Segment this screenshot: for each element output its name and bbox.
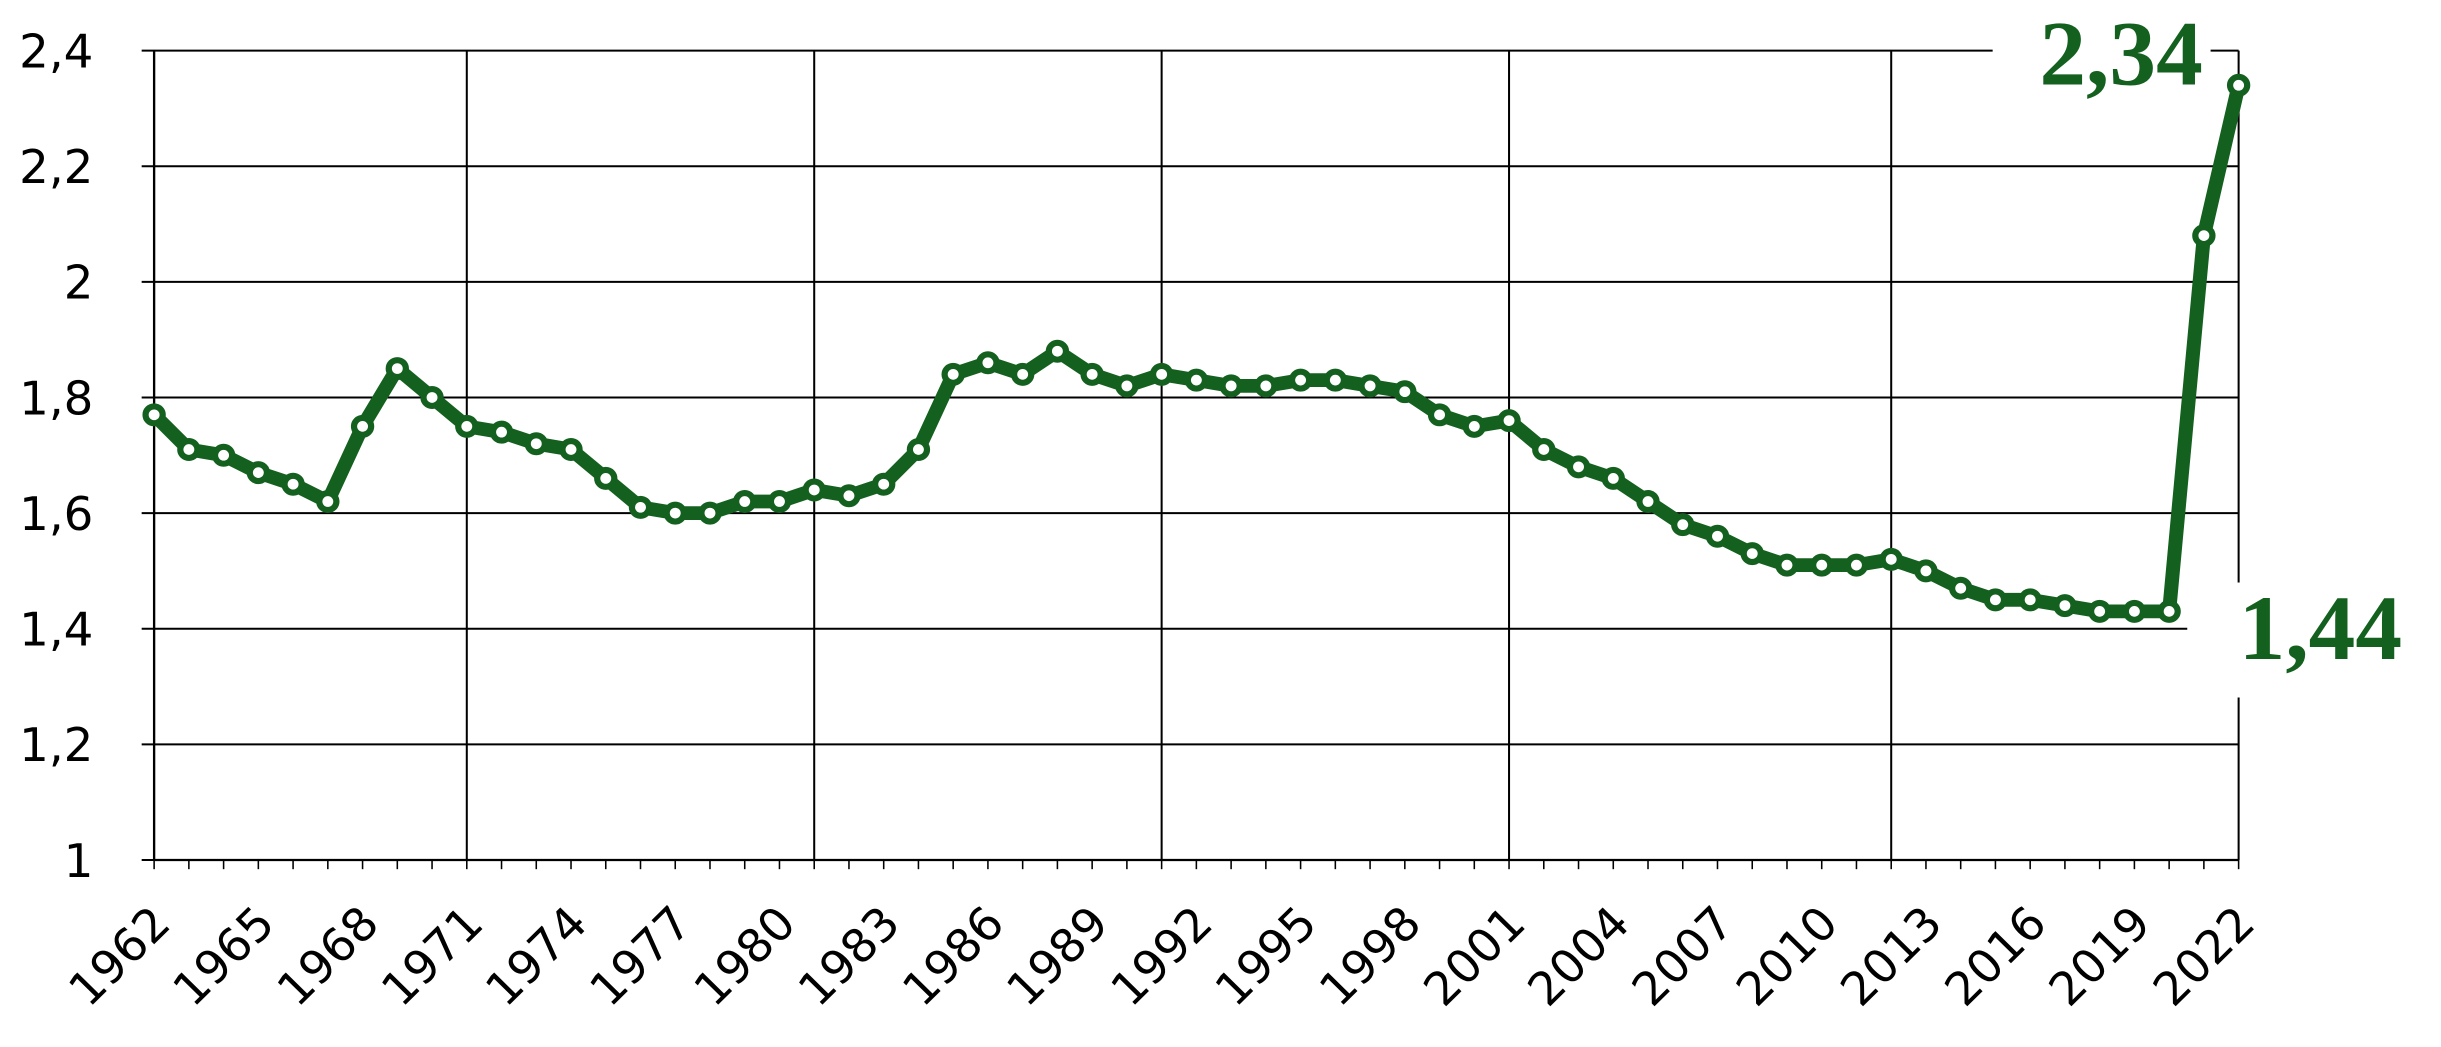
x-tick-label: 1998 xyxy=(1309,896,1431,1017)
point xyxy=(1115,374,1139,398)
x-tick-label: 1971 xyxy=(371,896,493,1017)
point xyxy=(1358,374,1382,398)
point xyxy=(698,501,722,525)
x-tick-label: 1968 xyxy=(267,896,389,1017)
point xyxy=(420,385,444,409)
point xyxy=(2018,588,2042,612)
annotation: 2,34 xyxy=(2039,3,2202,105)
point xyxy=(1566,455,1591,479)
x-tick-label: 1992 xyxy=(1100,896,1222,1017)
point xyxy=(1879,547,1903,571)
point xyxy=(316,490,340,514)
point xyxy=(1462,414,1486,438)
point xyxy=(1810,553,1834,577)
point xyxy=(1323,368,1348,392)
point xyxy=(281,472,305,496)
x-tick-label: 1995 xyxy=(1205,896,1327,1017)
x-tick-label: 1983 xyxy=(788,896,910,1017)
point xyxy=(1532,438,1556,461)
point xyxy=(2226,73,2251,97)
point xyxy=(976,351,1000,375)
point xyxy=(1010,362,1035,386)
point xyxy=(1601,466,1625,490)
point xyxy=(594,466,618,490)
point xyxy=(1080,362,1104,386)
point xyxy=(1045,339,1070,363)
point xyxy=(802,478,826,502)
x-tick-label: 2016 xyxy=(1934,896,2056,1017)
point xyxy=(2122,599,2147,623)
x-tick-label: 1986 xyxy=(892,896,1014,1017)
point xyxy=(941,362,965,386)
point xyxy=(1844,553,1869,577)
y-tick-label: 1,8 xyxy=(19,372,93,426)
point xyxy=(455,414,479,438)
point xyxy=(1949,576,1973,600)
point xyxy=(2157,599,2181,623)
point xyxy=(559,438,583,461)
point xyxy=(1427,403,1452,427)
y-tick-label: 2 xyxy=(64,256,94,310)
x-tick-label: 1974 xyxy=(475,896,597,1017)
point xyxy=(211,443,236,467)
point xyxy=(1254,374,1278,398)
x-tick-label: 1962 xyxy=(58,896,180,1017)
point xyxy=(1288,368,1313,392)
x-tick-label: 1965 xyxy=(162,896,284,1017)
point xyxy=(1149,362,1174,386)
x-tick-label: 1980 xyxy=(683,896,805,1017)
point xyxy=(2192,224,2216,248)
x-tick-label: 1989 xyxy=(996,896,1118,1017)
point xyxy=(489,420,514,444)
point xyxy=(663,501,687,525)
point xyxy=(177,438,201,461)
point xyxy=(1636,490,1660,514)
point xyxy=(628,495,653,519)
point xyxy=(1983,588,2008,612)
x-tick-label: 2013 xyxy=(1830,896,1952,1017)
point xyxy=(350,414,375,438)
annotation: 1,44 xyxy=(2239,578,2402,680)
point xyxy=(1219,374,1243,398)
point xyxy=(385,357,409,381)
point xyxy=(1705,524,1730,548)
point xyxy=(246,461,271,485)
x-tick-label: 2001 xyxy=(1413,896,1535,1017)
y-tick-label: 1,4 xyxy=(19,603,93,657)
x-tick-label: 2010 xyxy=(1726,896,1848,1017)
annotation-bg xyxy=(2187,582,2441,698)
y-tick-label: 1,6 xyxy=(19,487,93,541)
point xyxy=(2087,599,2112,623)
y-tick-label: 2,2 xyxy=(19,140,93,194)
point xyxy=(872,472,896,496)
point xyxy=(1393,380,1417,404)
x-tick-label: 1977 xyxy=(579,896,701,1017)
x-tick-label: 2007 xyxy=(1622,896,1744,1017)
y-tick-label: 1 xyxy=(64,834,94,888)
point xyxy=(906,438,931,461)
x-tick-label: 2019 xyxy=(2038,896,2160,1017)
point xyxy=(1740,542,1764,566)
point xyxy=(142,403,166,427)
point xyxy=(733,490,757,514)
point xyxy=(524,432,548,456)
y-tick-label: 1,2 xyxy=(19,719,93,773)
annotation-bg xyxy=(1992,0,2211,123)
point xyxy=(767,490,792,514)
point xyxy=(1775,553,1799,577)
x-tick-label: 2004 xyxy=(1517,896,1639,1017)
point xyxy=(1914,559,1938,583)
x-tick-label: 2022 xyxy=(2143,896,2265,1017)
y-tick-label: 2,4 xyxy=(19,25,93,79)
point xyxy=(1671,513,1695,537)
point xyxy=(2053,594,2077,618)
point xyxy=(1184,368,1209,392)
point xyxy=(1497,409,1521,433)
point xyxy=(837,484,861,508)
